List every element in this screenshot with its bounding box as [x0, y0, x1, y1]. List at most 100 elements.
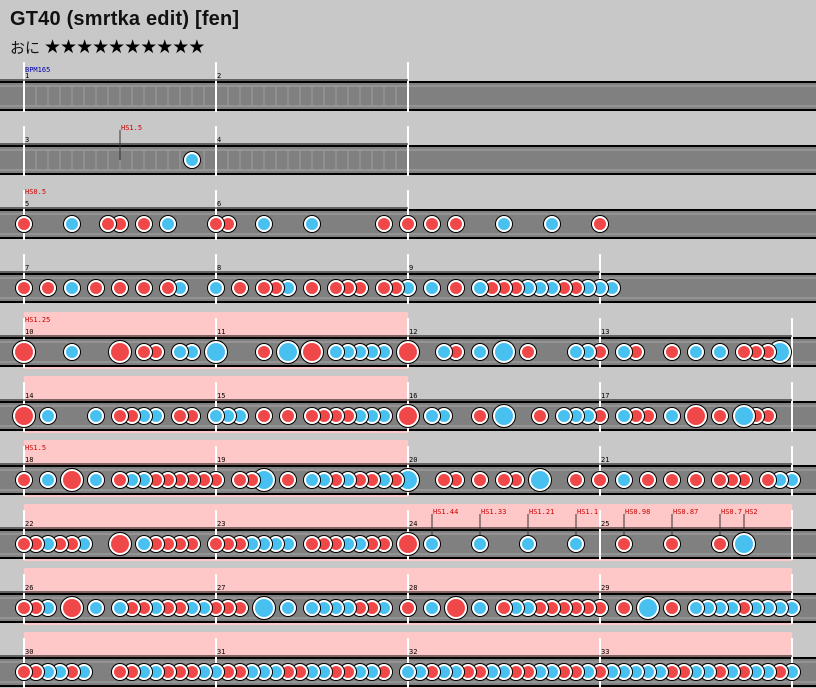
ka-note [138, 666, 150, 678]
don-note [450, 474, 462, 486]
don-note [18, 602, 30, 614]
ka-note [378, 602, 390, 614]
ka-note [258, 538, 270, 550]
don-note [162, 602, 174, 614]
ka-note [342, 346, 354, 358]
ka-note [690, 666, 702, 678]
big-ka-note [531, 471, 549, 489]
don-note [162, 538, 174, 550]
measure-number: 27 [217, 584, 225, 592]
ka-note [426, 602, 438, 614]
ka-note [318, 474, 330, 486]
ka-note [330, 602, 342, 614]
don-note [114, 410, 126, 422]
ka-note [474, 346, 486, 358]
don-note [594, 410, 606, 422]
ka-note [546, 666, 558, 678]
ka-note [486, 666, 498, 678]
don-note [570, 666, 582, 678]
don-note [186, 666, 198, 678]
don-note [18, 282, 30, 294]
ka-note [786, 474, 798, 486]
don-note [102, 218, 114, 230]
scroll-label: HS1.5 [25, 444, 46, 452]
don-note [402, 218, 414, 230]
ka-note [282, 282, 294, 294]
ka-note [306, 218, 318, 230]
don-note [666, 474, 678, 486]
measure-number: 31 [217, 648, 225, 656]
don-note [174, 602, 186, 614]
scroll-label: HS2 [745, 508, 758, 516]
don-note [594, 474, 606, 486]
measure-number: 18 [25, 456, 33, 464]
don-note [354, 282, 366, 294]
ka-note [690, 602, 702, 614]
ka-note [378, 346, 390, 358]
don-note [222, 666, 234, 678]
don-note [342, 410, 354, 422]
don-note [150, 538, 162, 550]
scroll-label: HS0.98 [625, 508, 650, 516]
ka-note [258, 218, 270, 230]
measure-number: 10 [25, 328, 33, 336]
don-note [138, 346, 150, 358]
don-note [354, 602, 366, 614]
ka-note [570, 410, 582, 422]
don-note [150, 346, 162, 358]
ka-note [270, 538, 282, 550]
don-note [714, 410, 726, 422]
measure-number: 24 [409, 520, 417, 528]
don-note [174, 410, 186, 422]
ka-note [438, 410, 450, 422]
scroll-label: HS1.25 [25, 316, 50, 324]
ka-note [786, 666, 798, 678]
don-note [534, 602, 546, 614]
ka-note [354, 538, 366, 550]
ka-note [546, 282, 558, 294]
ka-note [114, 602, 126, 614]
ka-note [366, 666, 378, 678]
don-note [234, 666, 246, 678]
don-note [54, 538, 66, 550]
ka-note [594, 282, 606, 294]
don-note [270, 282, 282, 294]
don-note [90, 282, 102, 294]
don-note [174, 474, 186, 486]
ka-note [174, 282, 186, 294]
measure-number: 23 [217, 520, 225, 528]
don-note [258, 282, 270, 294]
don-note [306, 282, 318, 294]
don-note [282, 410, 294, 422]
ka-note [774, 602, 786, 614]
don-note [618, 538, 630, 550]
don-note [738, 602, 750, 614]
don-note [30, 666, 42, 678]
big-ka-note [735, 407, 753, 425]
ka-note [546, 218, 558, 230]
measure-number: 15 [217, 392, 225, 400]
don-note [438, 474, 450, 486]
ka-note [246, 538, 258, 550]
don-note [210, 602, 222, 614]
ka-note [66, 282, 78, 294]
ka-note [558, 410, 570, 422]
don-note [222, 218, 234, 230]
don-note [18, 474, 30, 486]
ka-note [90, 410, 102, 422]
ka-note [354, 410, 366, 422]
don-note [174, 538, 186, 550]
don-note [126, 410, 138, 422]
ka-note [234, 410, 246, 422]
big-don-note [399, 343, 417, 361]
scroll-label: HS0.5 [25, 188, 46, 196]
don-note [246, 474, 258, 486]
don-note [714, 474, 726, 486]
don-note [222, 538, 234, 550]
don-note [762, 474, 774, 486]
big-don-note [15, 407, 33, 425]
don-note [66, 538, 78, 550]
ka-note [198, 602, 210, 614]
ka-note [210, 666, 222, 678]
